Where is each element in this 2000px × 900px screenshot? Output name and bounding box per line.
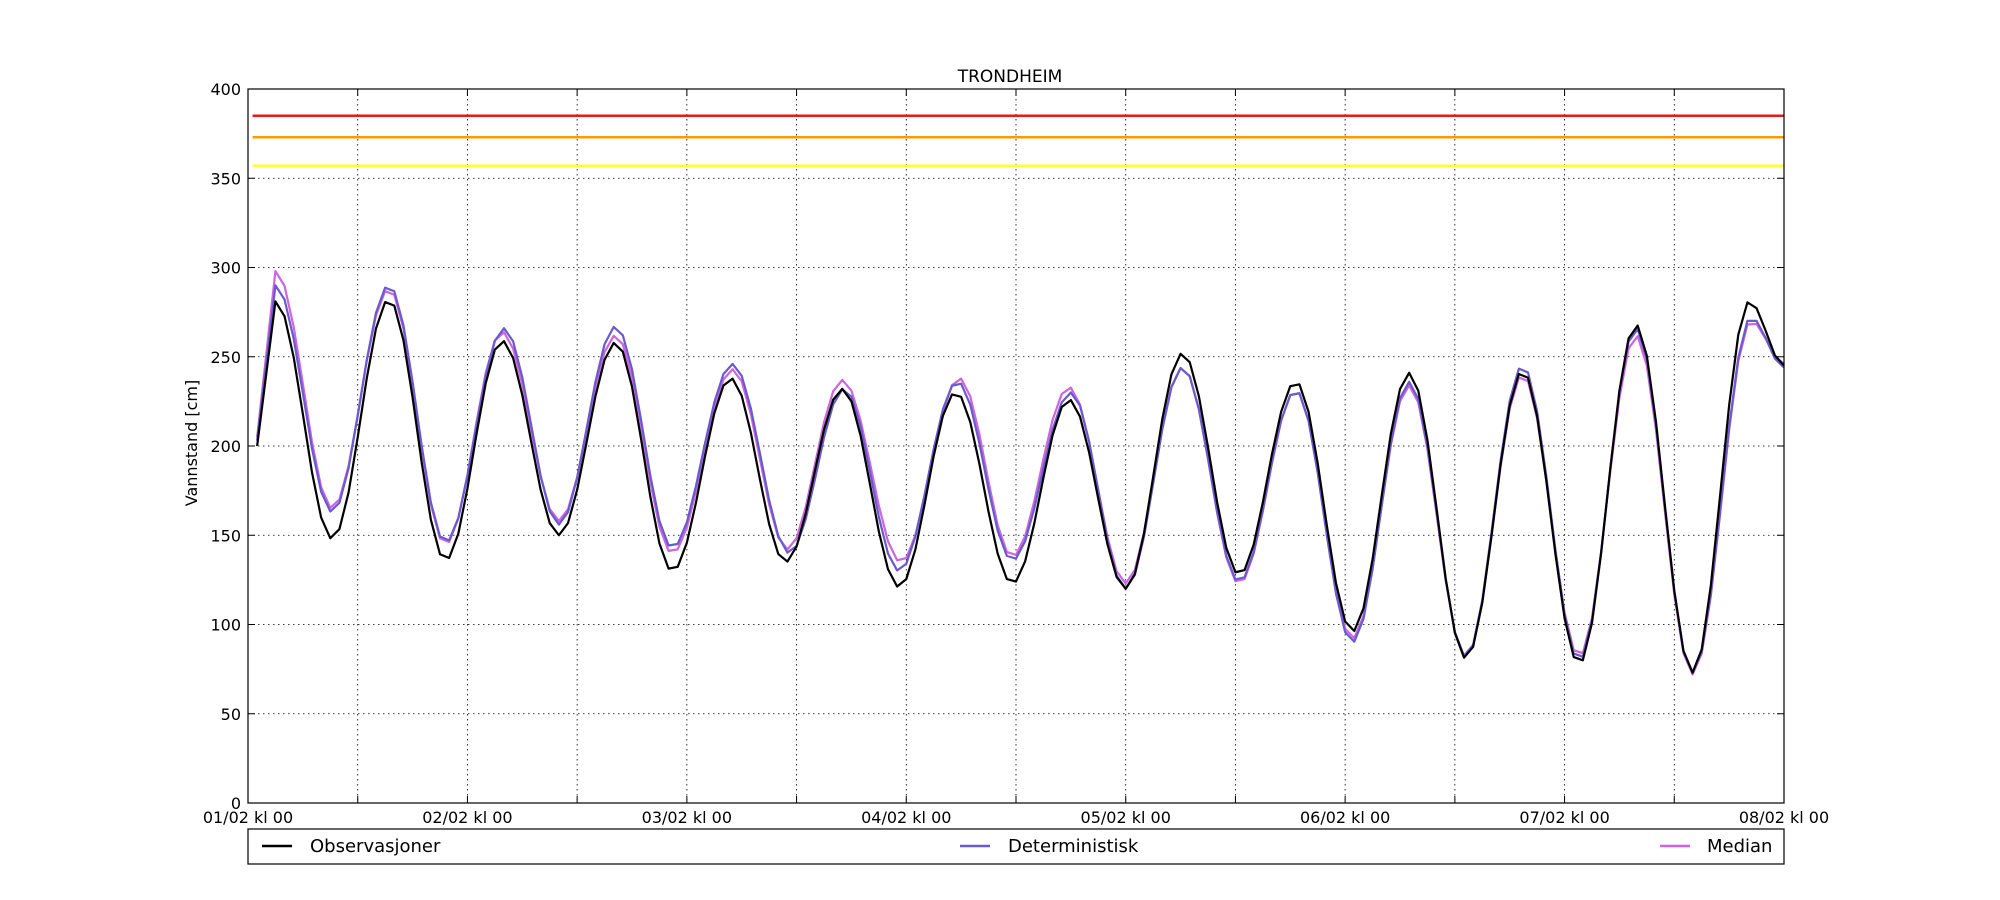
series-line [256,284,1785,674]
data-series [256,269,1785,676]
y-tick-label: 300 [210,259,241,278]
x-tick-label: 04/02 kl 00 [861,808,951,827]
y-tick-label: 100 [210,616,241,635]
y-axis-label: Vannstand [cm] [182,380,201,506]
y-tick-label: 200 [210,437,241,456]
x-tick-label: 08/02 kl 00 [1739,808,1829,827]
y-tick-label: 0 [231,794,241,813]
chart-title: TRONDHEIM [957,67,1063,87]
series-line [256,269,1785,676]
y-tick-label: 250 [210,348,241,367]
threshold-lines [252,114,1784,168]
x-tick-label: 06/02 kl 00 [1300,808,1390,827]
x-tick-label: 02/02 kl 00 [422,808,512,827]
x-tick-label: 03/02 kl 00 [642,808,732,827]
y-tick-label: 400 [210,80,241,99]
legend-frame [247,828,1785,865]
axis-ticks [247,88,1785,804]
legend-label: Observasjoner [310,836,441,857]
series-line [256,300,1785,674]
y-tick-label: 350 [210,169,241,188]
legend: Observasjoner Deterministisk Median [247,828,1785,865]
y-tick-labels: 0 50 100 150 200 250 300 350 400 [210,80,241,813]
grid-lines [247,88,1785,804]
x-tick-labels: 01/02 kl 00 02/02 kl 00 03/02 kl 00 04/02 k… [203,808,1829,827]
legend-label: Median [1707,836,1772,857]
y-tick-label: 50 [221,705,241,724]
y-tick-label: 150 [210,526,241,545]
legend-label: Deterministisk [1008,836,1139,857]
x-tick-label: 07/02 kl 00 [1519,808,1609,827]
x-tick-label: 05/02 kl 00 [1081,808,1171,827]
x-tick-label: 01/02 kl 00 [203,808,293,827]
